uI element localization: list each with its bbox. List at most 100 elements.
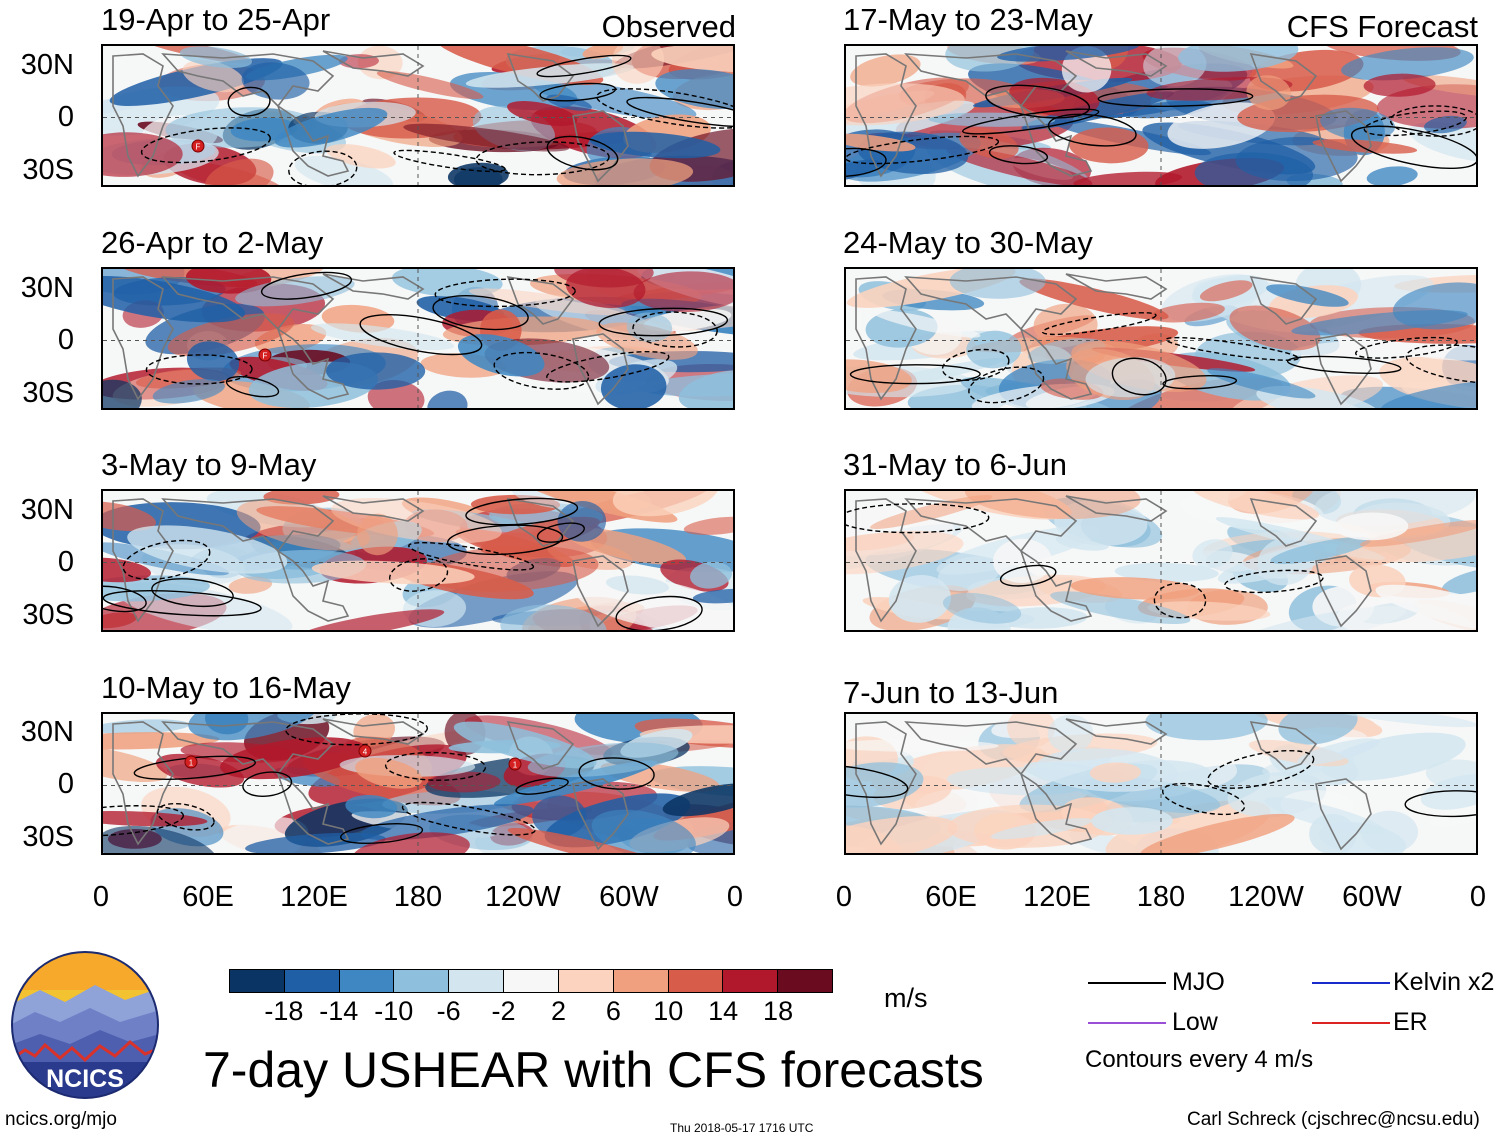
svg-text:1: 1: [189, 759, 194, 768]
shear-anomaly: [574, 576, 733, 630]
shear-anomaly: [546, 94, 592, 111]
lat-label-eq: 0: [57, 768, 74, 800]
colorbar-tick-label: 18: [763, 996, 794, 1026]
mjo-contour-positive: [961, 108, 1100, 135]
panel-title-obs-4: 10-May to 16-May: [101, 670, 351, 705]
mjo-contour-positive: [242, 771, 293, 797]
coastline: [572, 333, 629, 406]
coastline: [855, 53, 917, 178]
shear-anomaly: [294, 155, 393, 185]
map-panel-fcst-4: [844, 712, 1478, 855]
mjo-contour-positive: [103, 589, 262, 617]
shear-anomaly: [457, 334, 545, 377]
coastline: [904, 498, 1078, 553]
shear-anomaly: [964, 491, 1141, 520]
shear-anomaly: [611, 46, 665, 84]
shear-anomaly: [683, 516, 733, 536]
mjo-contour-negative: [408, 541, 535, 571]
coastline: [112, 53, 174, 178]
mjo-contour-negative: [475, 141, 610, 176]
shear-anomaly: [1150, 302, 1225, 323]
coastline: [276, 549, 350, 622]
lon-label-0: 0: [835, 881, 853, 913]
shear-anomaly: [1194, 152, 1314, 185]
shear-anomaly: [1375, 584, 1476, 630]
shear-anomaly: [1178, 46, 1299, 72]
mjo-contour-negative: [1363, 110, 1467, 137]
mjo-contour-positive: [536, 522, 585, 543]
legend-line-low: [1088, 1022, 1166, 1024]
mjo-contour-positive: [846, 147, 887, 178]
shear-anomaly: [662, 783, 733, 817]
shear-anomaly: [403, 123, 570, 152]
mjo-contour-negative: [493, 351, 590, 390]
site-url[interactable]: ncics.org/mjo: [5, 1109, 117, 1130]
coastline: [322, 495, 425, 522]
mjo-contour-negative: [846, 135, 1000, 165]
shear-anomaly: [235, 276, 355, 307]
mjo-contour-negative: [122, 539, 211, 581]
lon-label-120w: 120W: [485, 881, 561, 913]
storm-marker-icon: F: [191, 139, 205, 153]
shear-field: [846, 714, 1476, 853]
lat-label-30s: 30S: [22, 599, 74, 631]
shear-anomaly: [500, 604, 607, 630]
coastline: [1065, 50, 1168, 77]
shear-anomaly: [103, 811, 208, 827]
panel-title-fcst-3: 31-May to 6-Jun: [843, 447, 1067, 482]
mjo-contour-positive: [1404, 790, 1476, 818]
coastline: [1019, 104, 1093, 177]
map-panel-fcst-2: [844, 267, 1478, 410]
shear-anomaly: [1278, 714, 1358, 745]
mjo-contour-negative: [1041, 312, 1157, 336]
coastline: [572, 778, 629, 851]
shear-anomaly: [326, 144, 396, 169]
shear-anomaly: [345, 794, 398, 819]
lat-label-30s: 30S: [22, 377, 74, 409]
logo-text: NCICS: [46, 1065, 124, 1093]
mjo-contour-positive: [546, 135, 619, 171]
mjo-contour-negative: [288, 150, 358, 185]
shear-anomaly: [103, 379, 142, 408]
lon-label-0-end: 0: [726, 881, 744, 913]
shear-anomaly: [355, 757, 423, 789]
shear-anomaly: [612, 491, 719, 517]
colorbar-swatch: [339, 970, 395, 992]
coastline: [112, 498, 174, 623]
svg-text:1: 1: [513, 761, 518, 770]
shear-anomaly: [942, 592, 1022, 624]
shear-anomaly: [1246, 75, 1291, 110]
shear-anomaly: [1423, 115, 1467, 134]
shear-anomaly: [205, 158, 274, 185]
coastline: [1249, 53, 1318, 102]
mjo-contour-positive: [340, 822, 424, 845]
lon-label-0-end: 0: [1469, 881, 1487, 913]
coastline: [1249, 276, 1318, 325]
panel-title-fcst-4: 7-Jun to 13-Jun: [843, 675, 1059, 710]
coastline: [1019, 327, 1093, 400]
shear-anomaly: [533, 80, 697, 120]
mjo-contour-positive: [515, 777, 569, 795]
mjo-contour-negative: [1224, 569, 1324, 594]
coastline: [506, 721, 575, 770]
lat-label-30n: 30N: [20, 494, 74, 526]
shear-anomaly: [1425, 759, 1476, 792]
mjo-contour-negative: [285, 714, 428, 746]
mjo-contour-negative: [140, 127, 271, 164]
lon-label-180: 180: [1136, 881, 1186, 913]
legend-line-mjo: [1088, 982, 1166, 984]
shear-anomaly: [453, 167, 503, 185]
coastline: [161, 498, 335, 553]
shear-anomaly: [1050, 591, 1191, 625]
shear-anomaly: [296, 609, 445, 630]
lon-label-60w: 60W: [1342, 881, 1402, 913]
shear-anomaly: [1441, 567, 1476, 595]
shear-anomaly: [182, 60, 245, 93]
shear-anomaly: [152, 379, 225, 404]
map-panel-fcst-3: [844, 489, 1478, 632]
mjo-contour-positive: [1097, 88, 1254, 108]
shear-anomaly: [1007, 714, 1056, 748]
coastline: [904, 53, 1078, 108]
shear-anomaly: [1199, 280, 1253, 302]
shear-anomaly: [180, 742, 298, 763]
